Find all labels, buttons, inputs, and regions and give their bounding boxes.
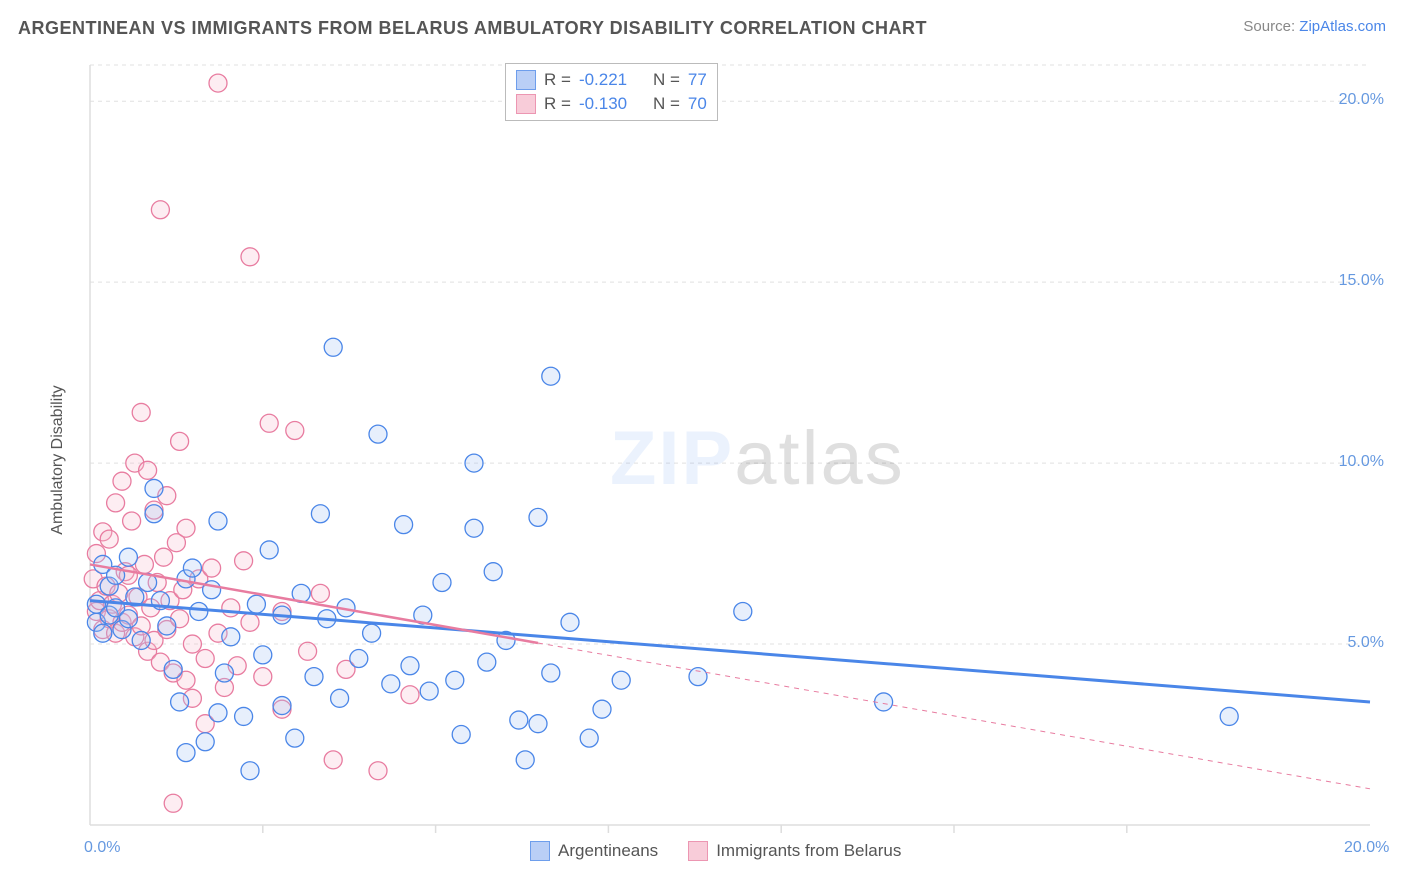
series-legend: Argentineans Immigrants from Belarus: [530, 841, 901, 861]
legend-n-value: 77: [688, 70, 707, 90]
scatter-chart: [50, 55, 1390, 865]
chart-title: ARGENTINEAN VS IMMIGRANTS FROM BELARUS A…: [18, 18, 927, 39]
legend-swatch: [530, 841, 550, 861]
series-name: Argentineans: [558, 841, 658, 861]
chart-container: Ambulatory Disability ZIPatlas R = -0.22…: [50, 55, 1390, 865]
legend-row: R = -0.221 N = 77: [516, 68, 707, 92]
legend-n-value: 70: [688, 94, 707, 114]
legend-r-value: -0.130: [579, 94, 645, 114]
y-tick-label: 20.0%: [1339, 91, 1384, 109]
source-attribution: Source: ZipAtlas.com: [1243, 18, 1386, 35]
series-name: Immigrants from Belarus: [716, 841, 901, 861]
x-tick-label: 20.0%: [1344, 839, 1389, 857]
legend-swatch: [688, 841, 708, 861]
legend-n-label: N =: [653, 70, 680, 90]
y-axis-label: Ambulatory Disability: [49, 385, 67, 534]
source-prefix: Source:: [1243, 18, 1299, 35]
legend-r-label: R =: [544, 94, 571, 114]
legend-r-value: -0.221: [579, 70, 645, 90]
legend-row: R = -0.130 N = 70: [516, 92, 707, 116]
series-legend-item: Immigrants from Belarus: [688, 841, 901, 861]
y-tick-label: 10.0%: [1339, 453, 1384, 471]
legend-swatch: [516, 70, 536, 90]
source-link[interactable]: ZipAtlas.com: [1299, 18, 1386, 35]
legend-swatch: [516, 94, 536, 114]
legend-r-label: R =: [544, 70, 571, 90]
legend-n-label: N =: [653, 94, 680, 114]
x-tick-label: 0.0%: [84, 839, 120, 857]
y-tick-label: 15.0%: [1339, 272, 1384, 290]
series-legend-item: Argentineans: [530, 841, 658, 861]
correlation-legend: R = -0.221 N = 77 R = -0.130 N = 70: [505, 63, 718, 121]
y-tick-label: 5.0%: [1348, 634, 1384, 652]
